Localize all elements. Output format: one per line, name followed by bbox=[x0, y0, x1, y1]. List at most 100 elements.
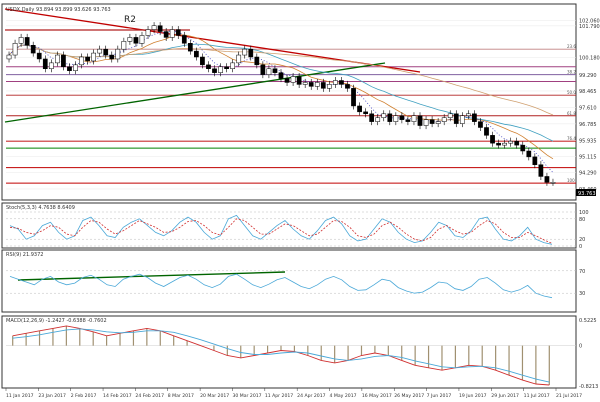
fib-level-label: 61.8 bbox=[567, 111, 576, 116]
candle-body bbox=[42, 58, 48, 69]
price-tick-label: 102.060 bbox=[579, 19, 600, 25]
candle-body bbox=[351, 88, 356, 107]
candle-body bbox=[151, 25, 157, 30]
candle-body bbox=[357, 105, 362, 113]
macd-signal-line bbox=[12, 328, 550, 383]
candle-body bbox=[550, 182, 556, 184]
price-panel-frame bbox=[1, 3, 577, 201]
fib-level-label: 100 bbox=[567, 178, 575, 183]
candle-body bbox=[441, 117, 447, 122]
price-tick-label: 95.935 bbox=[579, 139, 597, 145]
candle-body bbox=[447, 113, 453, 118]
candle-body bbox=[254, 56, 260, 66]
candle-body bbox=[496, 142, 501, 146]
time-tick-label: 8 Mar 2017 bbox=[168, 393, 194, 399]
time-tick-label: 19 Jun 2017 bbox=[459, 393, 487, 399]
candle-body bbox=[393, 115, 399, 122]
stoch-panel-frame bbox=[1, 202, 577, 249]
candle-body bbox=[30, 45, 36, 54]
rsi-trendline[interactable] bbox=[17, 271, 286, 281]
candle-body bbox=[18, 37, 24, 44]
candle-body bbox=[73, 64, 78, 71]
candle-body bbox=[333, 80, 338, 85]
candle-body bbox=[345, 84, 350, 89]
rsi-indicator: 70 30 bbox=[6, 269, 585, 299]
candle-body bbox=[218, 66, 223, 73]
candle-body bbox=[79, 56, 84, 66]
candle-body bbox=[85, 56, 90, 62]
price-tick-label: 97.610 bbox=[579, 106, 597, 112]
candle-body bbox=[97, 48, 103, 54]
candle-body bbox=[399, 115, 405, 120]
candle-body bbox=[133, 37, 139, 44]
price-tick-label: 99.290 bbox=[579, 73, 597, 79]
candle-body bbox=[12, 43, 18, 56]
candle-body bbox=[326, 84, 332, 89]
candle-body bbox=[91, 52, 97, 62]
time-tick-label: 4 May 2017 bbox=[330, 393, 357, 399]
fib-level-label: 38.2 bbox=[567, 70, 576, 75]
candle-body bbox=[206, 64, 211, 70]
rsi-panel-frame bbox=[1, 249, 577, 313]
candle-body bbox=[363, 111, 368, 115]
rsi-series-line bbox=[9, 273, 553, 299]
candle-body bbox=[308, 82, 314, 87]
candle-body bbox=[175, 29, 181, 36]
candle-body bbox=[429, 119, 435, 124]
macd-tick-label: 0 bbox=[579, 344, 582, 350]
candle-body bbox=[526, 150, 532, 158]
candle-body bbox=[260, 64, 266, 75]
time-tick-label: 23 Jan 2017 bbox=[38, 393, 66, 399]
candle-body bbox=[339, 80, 344, 85]
stoch-tick-label: 100 bbox=[579, 210, 589, 216]
candle-body bbox=[423, 119, 429, 126]
candle-body bbox=[181, 35, 187, 44]
candle-body bbox=[242, 48, 248, 56]
time-tick-label: 2 Feb 2017 bbox=[71, 393, 97, 399]
candle-body bbox=[411, 115, 417, 122]
candle-body bbox=[194, 50, 199, 58]
candle-body bbox=[36, 52, 42, 60]
candle-body bbox=[532, 156, 538, 165]
fib-level-label: 50.0 bbox=[567, 90, 576, 95]
candle-body bbox=[508, 140, 514, 144]
price-tick-label: 95.115 bbox=[579, 155, 597, 161]
candle-body bbox=[435, 121, 441, 124]
price-panel-title: USDX,Daily 93.894 93.899 93.626 93.763 bbox=[6, 7, 111, 13]
candle-body bbox=[24, 37, 30, 46]
support-trendline[interactable] bbox=[4, 62, 386, 123]
time-tick-label: 11 Jan 2017 bbox=[6, 393, 34, 399]
price-tick-label: 96.785 bbox=[579, 122, 597, 128]
candle-body bbox=[266, 68, 272, 75]
candle-body bbox=[224, 66, 229, 69]
candle-body bbox=[502, 142, 507, 146]
rsi-panel-title: RSI(9) 21.9372 bbox=[6, 252, 43, 258]
rsi-tick-label: 30 bbox=[579, 291, 585, 297]
candle-body bbox=[6, 54, 12, 60]
candle-body bbox=[169, 29, 175, 38]
last-price-tag bbox=[576, 189, 596, 196]
candle-body bbox=[200, 56, 205, 66]
candle-body bbox=[538, 164, 544, 177]
candle-body bbox=[187, 43, 193, 52]
candle-body bbox=[61, 54, 66, 68]
fib-level-label: 76.4 bbox=[567, 136, 576, 141]
macd-tick-label: 0.5225 bbox=[579, 318, 597, 324]
candle-body bbox=[375, 117, 381, 122]
candle-body bbox=[212, 68, 217, 73]
time-tick-label: 11 Jul 2017 bbox=[524, 393, 550, 399]
candle-body bbox=[369, 113, 375, 122]
candle-body bbox=[121, 41, 127, 50]
candle-body bbox=[272, 68, 278, 73]
time-tick-label: 24 Apr 2017 bbox=[297, 393, 325, 399]
time-tick-label: 20 Mar 2017 bbox=[200, 393, 229, 399]
candle-body bbox=[127, 37, 133, 42]
stoch-tick-label: 0 bbox=[579, 244, 582, 250]
candle-body bbox=[139, 35, 145, 44]
macd-tick-label: -0.8213 bbox=[579, 384, 598, 390]
time-tick-label: 24 Feb 2017 bbox=[135, 393, 164, 399]
time-tick-label: 21 Jul 2017 bbox=[556, 393, 582, 399]
